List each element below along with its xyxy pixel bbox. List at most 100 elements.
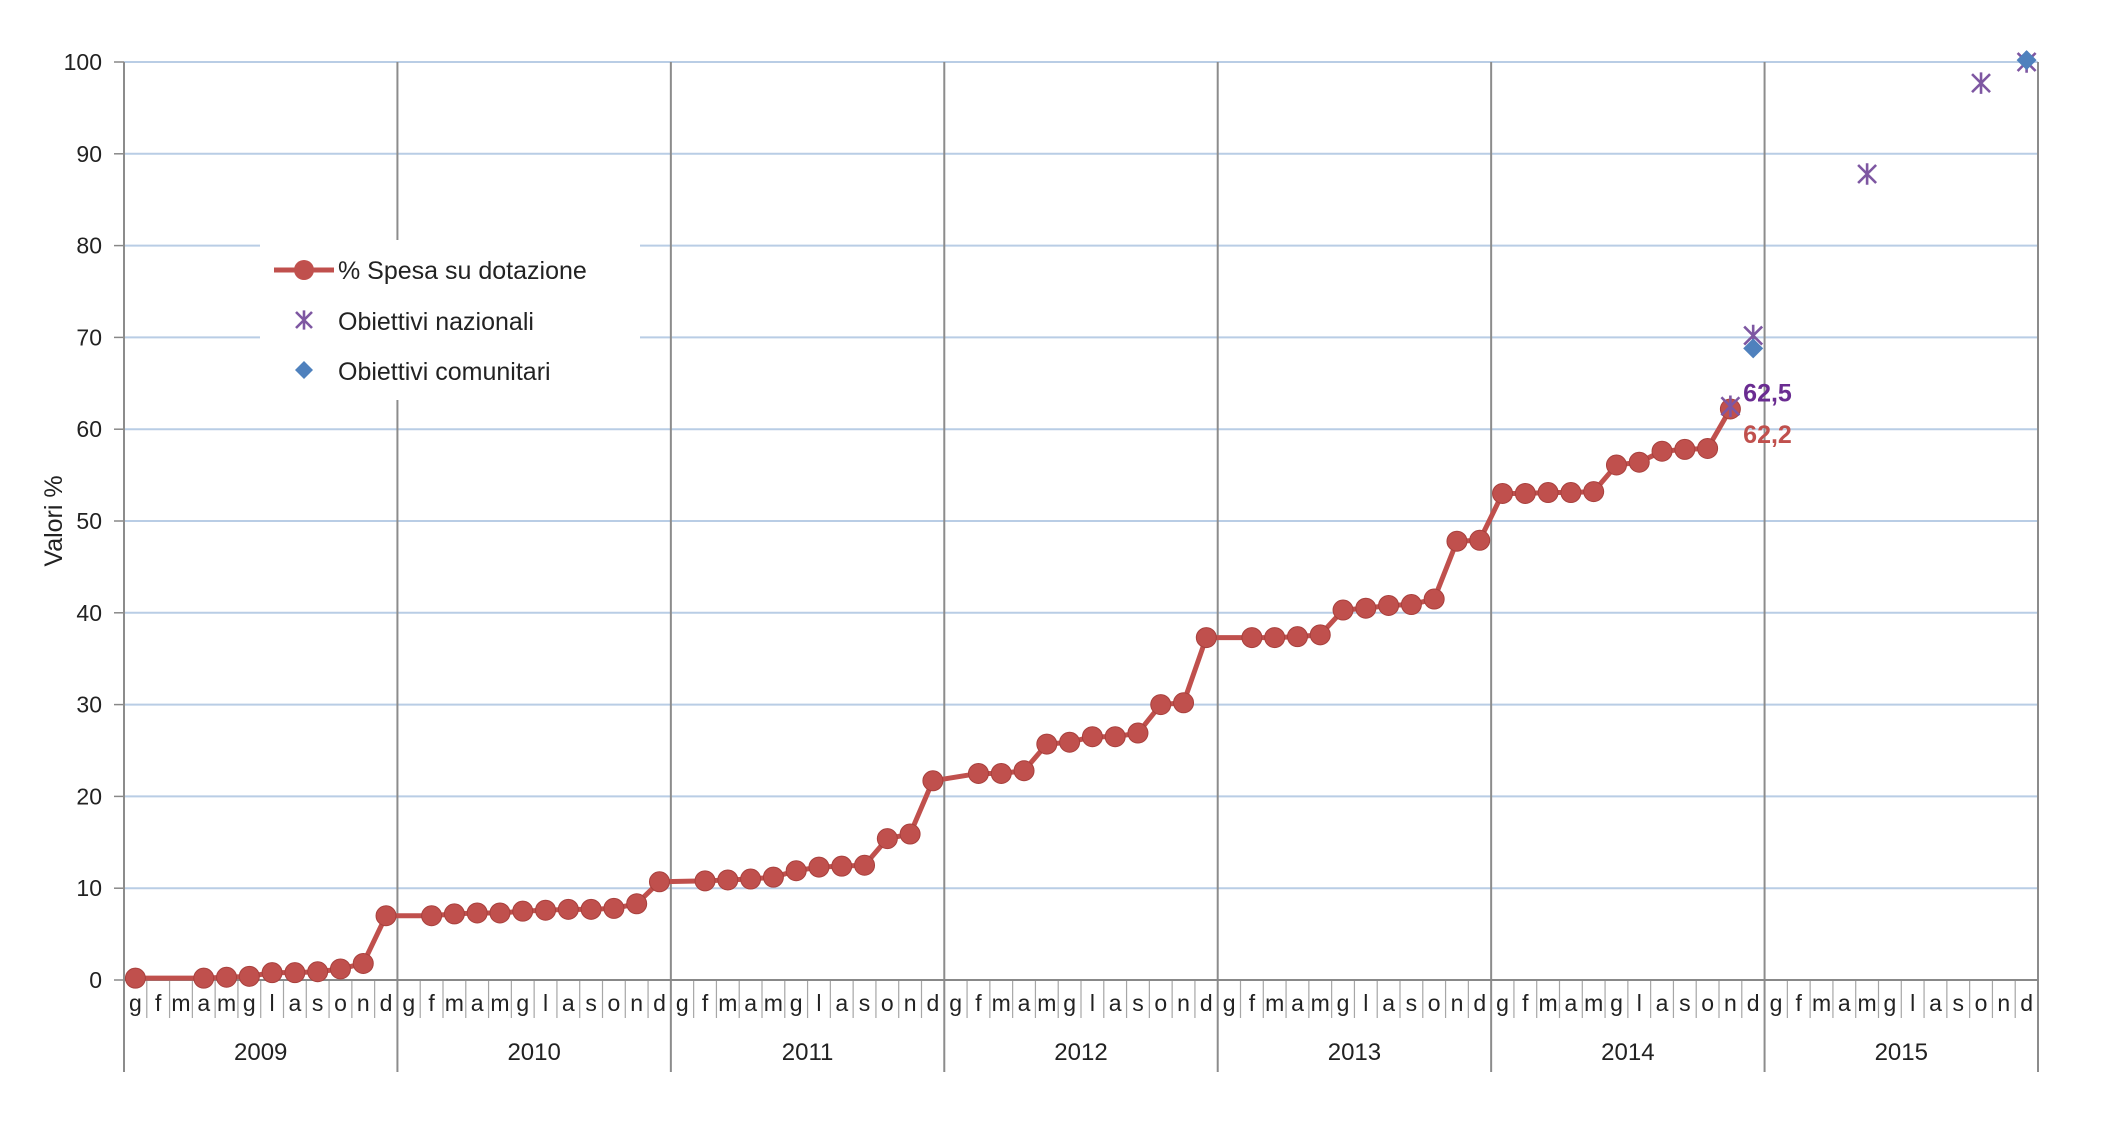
month-label-2013-8: a <box>1382 990 1395 1016</box>
series-spesa-point-2013-03 <box>1264 627 1286 649</box>
month-label-2015-11: n <box>1997 990 2010 1016</box>
month-label-2014-6: g <box>1610 990 1623 1016</box>
series-spesa-point-2012-10 <box>1150 694 1172 716</box>
month-label-2012-12: d <box>1200 990 1213 1016</box>
series-spesa-point-2010-08 <box>557 898 579 920</box>
legend-swatch-spesa-marker <box>294 260 314 280</box>
month-label-2012-5: m <box>1037 990 1056 1016</box>
month-label-2009-3: m <box>171 990 190 1016</box>
month-label-2010-10: o <box>607 990 620 1016</box>
y-tick-label-60: 60 <box>76 416 102 442</box>
month-label-2011-9: s <box>859 990 871 1016</box>
month-label-2013-4: a <box>1291 990 1304 1016</box>
series-spesa-point-2012-03 <box>990 762 1012 784</box>
month-label-2009-11: n <box>357 990 370 1016</box>
year-label-2009: 2009 <box>234 1039 287 1066</box>
month-label-2009-7: l <box>270 990 275 1016</box>
series-spesa-point-2009-06 <box>238 965 260 987</box>
month-label-2014-2: f <box>1522 990 1529 1016</box>
month-label-2011-1: g <box>676 990 689 1016</box>
series-spesa-point-2011-10 <box>876 828 898 850</box>
series-spesa-point-2011-07 <box>808 856 830 878</box>
month-label-2014-9: s <box>1679 990 1691 1016</box>
month-label-2012-1: g <box>949 990 962 1016</box>
month-label-2014-12: d <box>1747 990 1760 1016</box>
legend-item-nazionali: Obiettivi nazionali <box>295 308 534 336</box>
month-label-2013-6: g <box>1337 990 1350 1016</box>
month-label-2011-10: o <box>881 990 894 1016</box>
month-label-2015-2: f <box>1796 990 1803 1016</box>
series-spesa-point-2013-11 <box>1446 530 1468 552</box>
month-label-2009-4: a <box>197 990 210 1016</box>
month-label-2012-8: a <box>1109 990 1122 1016</box>
series-spesa-point-2012-04 <box>1013 760 1035 782</box>
series-spesa-point-2013-08 <box>1378 594 1400 616</box>
series-spesa-point-2013-07 <box>1355 597 1377 619</box>
legend-label-nazionali: Obiettivi nazionali <box>338 308 534 336</box>
series-spesa-point-2009-12 <box>375 905 397 927</box>
series-spesa-point-2013-10 <box>1423 588 1445 610</box>
month-label-2015-9: s <box>1953 990 1965 1016</box>
series-spesa-point-2013-06 <box>1332 599 1354 621</box>
month-label-2011-5: m <box>764 990 783 1016</box>
series-spesa-point-2014-06 <box>1605 454 1627 476</box>
month-label-2010-7: l <box>543 990 548 1016</box>
month-label-2013-12: d <box>1473 990 1486 1016</box>
y-axis-label: Valori % <box>40 475 68 566</box>
series-nazionali-point-2014-11 <box>1720 395 1741 418</box>
month-label-2012-7: l <box>1090 990 1095 1016</box>
month-label-2014-1: g <box>1496 990 1509 1016</box>
data-label-62-5: 62,5 <box>1743 379 1792 407</box>
legend-item-comunitari: Obiettivi comunitari <box>295 358 551 386</box>
series-spesa-point-2011-08 <box>831 855 853 877</box>
legend: % Spesa su dotazione Obiettivi nazionali… <box>260 240 640 400</box>
series-spesa-point-2013-12 <box>1469 529 1491 551</box>
month-label-2015-6: g <box>1883 990 1896 1016</box>
series-spesa-point-2011-05 <box>762 866 784 888</box>
month-label-2011-7: l <box>816 990 821 1016</box>
month-label-2015-3: m <box>1812 990 1831 1016</box>
series-spesa-point-2012-02 <box>967 762 989 784</box>
series-spesa-point-2009-07 <box>261 962 283 984</box>
month-label-2012-10: o <box>1154 990 1167 1016</box>
month-label-2009-6: g <box>243 990 256 1016</box>
series-spesa-point-2009-04 <box>193 967 215 989</box>
month-label-2010-3: m <box>445 990 464 1016</box>
month-label-2010-11: n <box>630 990 643 1016</box>
y-tick-label-30: 30 <box>76 692 102 718</box>
series-spesa-point-2010-04 <box>466 902 488 924</box>
series-spesa-point-2011-04 <box>740 868 762 890</box>
year-label-2013: 2013 <box>1328 1039 1381 1066</box>
y-tick-label-0: 0 <box>89 967 102 993</box>
year-label-2015: 2015 <box>1875 1039 1928 1066</box>
legend-label-spesa: % Spesa su dotazione <box>338 257 587 285</box>
series-comunitari-point-2014-12 <box>1743 338 1764 359</box>
series-spesa-point-2011-06 <box>785 860 807 882</box>
year-label-2012: 2012 <box>1054 1039 1107 1066</box>
month-label-2009-12: d <box>380 990 393 1016</box>
y-tick-label-70: 70 <box>76 324 102 350</box>
grid-layer <box>124 61 2038 981</box>
legend-swatch-nazionali-marker <box>295 310 313 330</box>
month-label-2012-6: g <box>1063 990 1076 1016</box>
series-spesa-point-2009-05 <box>216 966 238 988</box>
y-tick-label-50: 50 <box>76 508 102 534</box>
month-label-2013-5: m <box>1311 990 1330 1016</box>
series-spesa-point-2010-12 <box>648 871 670 893</box>
month-label-2010-12: d <box>653 990 666 1016</box>
series-spesa-point-2014-04 <box>1560 482 1582 504</box>
month-label-2012-2: f <box>975 990 982 1016</box>
series-spesa-point-2009-09 <box>307 961 329 983</box>
series-spesa-point-2010-02 <box>421 905 443 927</box>
year-label-2014: 2014 <box>1601 1039 1654 1066</box>
data-label-62-2: 62,2 <box>1743 421 1792 449</box>
month-label-2014-3: m <box>1539 990 1558 1016</box>
month-label-2014-8: a <box>1656 990 1669 1016</box>
month-label-2013-9: s <box>1406 990 1418 1016</box>
month-label-2011-3: m <box>718 990 737 1016</box>
month-label-2012-11: n <box>1177 990 1190 1016</box>
month-label-2011-8: a <box>835 990 848 1016</box>
month-label-2012-3: m <box>992 990 1011 1016</box>
